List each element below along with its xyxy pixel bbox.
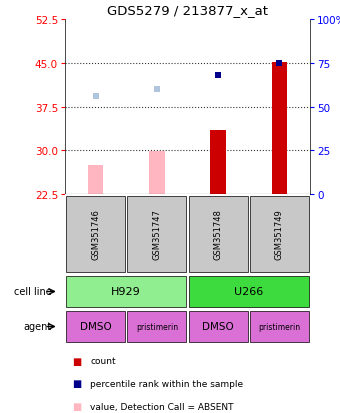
Text: U266: U266 xyxy=(234,287,264,297)
Text: pristimerin: pristimerin xyxy=(258,322,301,331)
Title: GDS5279 / 213877_x_at: GDS5279 / 213877_x_at xyxy=(107,5,268,17)
Bar xyxy=(66,196,125,273)
Text: GSM351747: GSM351747 xyxy=(152,209,161,260)
Bar xyxy=(250,196,309,273)
Text: ■: ■ xyxy=(72,378,81,388)
Text: ■: ■ xyxy=(72,356,81,366)
Text: GSM351746: GSM351746 xyxy=(91,209,100,260)
Text: GSM351749: GSM351749 xyxy=(275,209,284,260)
Bar xyxy=(272,62,287,195)
Bar xyxy=(128,311,186,342)
Text: DMSO: DMSO xyxy=(202,322,234,332)
Text: H929: H929 xyxy=(112,287,141,297)
Bar xyxy=(66,311,125,342)
Bar xyxy=(88,166,103,195)
Text: count: count xyxy=(90,356,116,365)
Bar xyxy=(149,152,165,195)
Text: pristimerin: pristimerin xyxy=(136,322,178,331)
Bar xyxy=(189,196,248,273)
Bar xyxy=(128,196,186,273)
Text: DMSO: DMSO xyxy=(80,322,112,332)
Text: cell line: cell line xyxy=(14,287,51,297)
Text: percentile rank within the sample: percentile rank within the sample xyxy=(90,379,244,388)
Text: GSM351748: GSM351748 xyxy=(214,209,223,260)
Text: value, Detection Call = ABSENT: value, Detection Call = ABSENT xyxy=(90,401,234,411)
Bar xyxy=(250,311,309,342)
Text: ■: ■ xyxy=(72,401,81,411)
Text: agent: agent xyxy=(23,322,51,332)
Bar xyxy=(66,276,186,308)
Bar xyxy=(189,276,309,308)
Bar xyxy=(189,311,248,342)
Bar xyxy=(210,131,226,195)
